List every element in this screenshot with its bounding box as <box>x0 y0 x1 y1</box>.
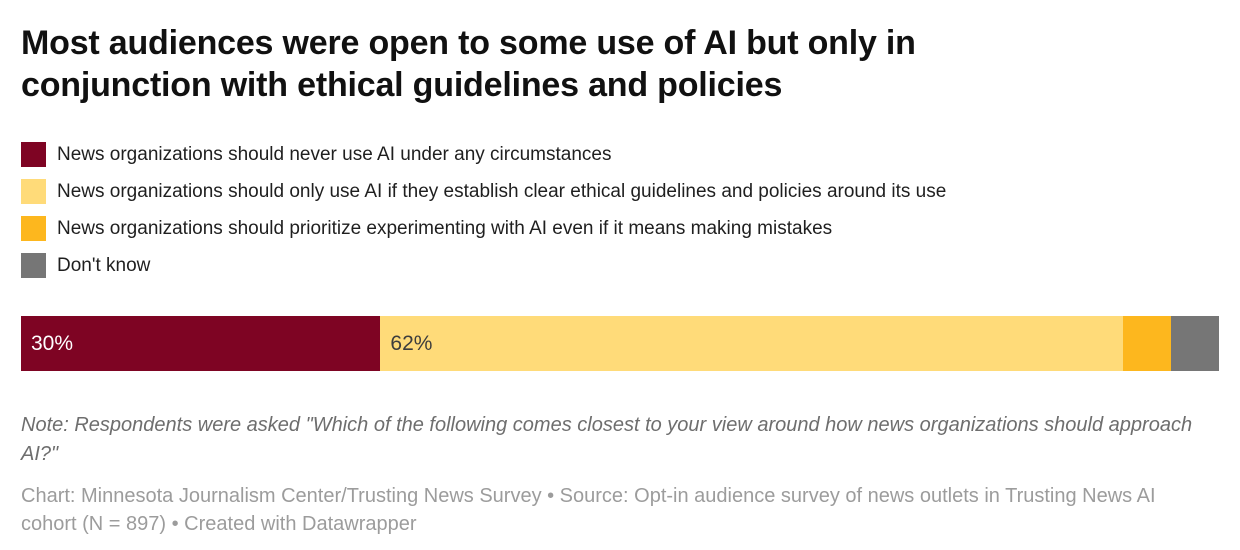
legend-swatch-icon <box>21 216 46 241</box>
legend-label: News organizations should never use AI u… <box>57 144 612 165</box>
legend-item: News organizations should never use AI u… <box>21 142 1219 167</box>
bar-segment <box>1171 316 1219 371</box>
legend-item: News organizations should prioritize exp… <box>21 216 1219 241</box>
legend-item: News organizations should only use AI if… <box>21 179 1219 204</box>
bar-segment <box>1123 316 1172 371</box>
stacked-bar: 30% 62% <box>21 316 1219 371</box>
chart-footer: Chart: Minnesota Journalism Center/Trust… <box>21 485 1156 535</box>
legend-label: Don't know <box>57 255 151 276</box>
legend-swatch-icon <box>21 142 46 167</box>
legend-label: News organizations should prioritize exp… <box>57 218 833 239</box>
bar-segment-value-label: 62% <box>390 331 433 355</box>
chart-note: Note: Respondents were asked "Which of t… <box>21 414 1193 465</box>
legend-label: News organizations should only use AI if… <box>57 181 947 202</box>
legend-item: Don't know <box>21 253 1219 278</box>
bar-segment-value-label: 30% <box>31 331 74 355</box>
bar-segment: 30% <box>21 316 381 371</box>
legend: News organizations should never use AI u… <box>21 142 1219 278</box>
chart-title: Most audiences were open to some use of … <box>21 24 916 104</box>
legend-swatch-icon <box>21 179 46 204</box>
bar-segment: 62% <box>380 316 1124 371</box>
legend-swatch-icon <box>21 253 46 278</box>
